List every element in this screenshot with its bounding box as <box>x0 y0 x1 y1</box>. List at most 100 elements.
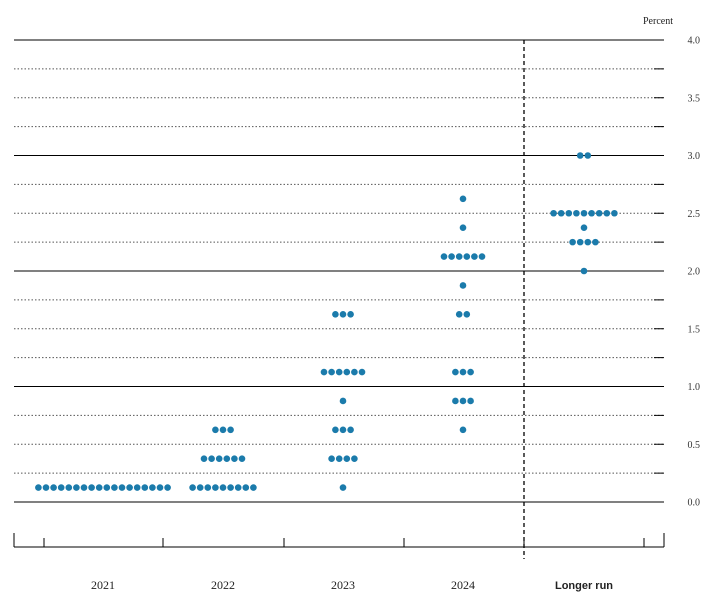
gridlines <box>14 39 664 503</box>
participant-dot <box>584 238 592 246</box>
participant-dot <box>459 224 467 231</box>
participant-dot <box>212 484 219 491</box>
participant-dot <box>448 253 455 260</box>
participant-dot <box>573 209 580 217</box>
participant-dot <box>459 368 467 376</box>
y-tick-label: 3.5 <box>688 93 701 104</box>
participant-dot <box>95 484 103 491</box>
participant-dot <box>455 253 463 260</box>
y-tick-label: 1.5 <box>688 324 701 335</box>
y-tick-label: 4.0 <box>688 36 701 47</box>
participant-dot <box>467 368 474 376</box>
participant-dot <box>328 368 335 376</box>
y-axis-unit-label: Percent <box>643 16 673 27</box>
participant-dot <box>111 484 118 491</box>
participant-dot <box>332 311 339 318</box>
participant-dot <box>459 282 467 289</box>
participant-dot <box>200 455 208 462</box>
participant-dot <box>215 455 223 462</box>
participant-dot <box>592 238 599 246</box>
participant-dot <box>234 484 242 491</box>
participant-dot <box>238 455 246 462</box>
participant-dot <box>463 253 471 260</box>
category-label: 2023 <box>331 578 355 592</box>
participant-dot <box>580 209 588 217</box>
participant-dot <box>588 209 595 217</box>
participant-dot <box>467 397 474 405</box>
participant-dot <box>459 397 467 405</box>
participant-dot <box>463 311 471 318</box>
participant-dot <box>35 484 42 491</box>
participant-dot <box>595 209 603 217</box>
participant-dot <box>73 484 80 491</box>
participant-dot <box>347 311 354 318</box>
y-axis-tick-labels: 4.0 3.5 3.0 2.5 2.0 1.5 1.0 0.5 0.0 <box>688 36 701 509</box>
participant-dot <box>208 455 215 462</box>
participant-dot <box>440 253 448 260</box>
x-axis-category-labels: 2021 2022 2023 2024 Longer run <box>91 578 613 592</box>
y-tick-label: 0.0 <box>688 498 701 509</box>
participant-dot <box>351 368 358 376</box>
dots <box>35 152 618 491</box>
participant-dot <box>227 484 234 491</box>
participant-dot <box>584 152 592 159</box>
participant-dot <box>611 209 618 217</box>
participant-dot <box>133 484 141 491</box>
y-tick-label: 1.0 <box>688 382 701 393</box>
participant-dot <box>149 484 156 491</box>
participant-dot <box>219 484 227 491</box>
participant-dot <box>118 484 126 491</box>
participant-dot <box>343 368 351 376</box>
participant-dot <box>196 484 204 491</box>
participant-dot <box>358 368 366 376</box>
participant-dot <box>57 484 65 491</box>
participant-dot <box>459 426 467 434</box>
participant-dot <box>455 311 463 318</box>
participant-dot <box>219 426 227 434</box>
participant-dot <box>351 455 358 462</box>
participant-dot <box>452 397 459 405</box>
participant-dot <box>328 455 335 462</box>
participant-dot <box>320 368 328 376</box>
y-tick-label: 0.5 <box>688 440 701 451</box>
participant-dot <box>339 484 347 491</box>
participant-dot <box>42 484 50 491</box>
participant-dot <box>471 253 478 260</box>
participant-dot <box>156 484 164 491</box>
participant-dot <box>550 209 557 217</box>
category-label: 2024 <box>451 578 475 592</box>
participant-dot <box>478 253 486 260</box>
participant-dot <box>565 209 573 217</box>
participant-dot <box>580 267 588 275</box>
participant-dot <box>126 484 133 491</box>
participant-dot <box>231 455 238 462</box>
category-label: 2021 <box>91 578 115 592</box>
participant-dot <box>339 311 347 318</box>
participant-dot <box>50 484 57 491</box>
participant-dot <box>576 152 584 159</box>
participant-dot <box>459 195 467 203</box>
y-tick-label: 3.0 <box>688 151 701 162</box>
participant-dot <box>223 455 231 462</box>
participant-dot <box>204 484 212 491</box>
x-axis <box>13 533 665 548</box>
category-label: Longer run <box>555 580 613 592</box>
participant-dot <box>88 484 95 491</box>
participant-dot <box>141 484 149 491</box>
participant-dot <box>332 426 339 434</box>
participant-dot <box>347 426 354 434</box>
participant-dot <box>569 238 576 246</box>
participant-dot <box>576 238 584 246</box>
participant-dot <box>339 397 347 405</box>
participant-dot <box>164 484 171 491</box>
participant-dot <box>65 484 73 491</box>
participant-dot <box>335 368 343 376</box>
participant-dot <box>580 224 588 231</box>
participant-dot <box>189 484 196 491</box>
y-tick-label: 2.0 <box>688 267 701 278</box>
participant-dot <box>452 368 459 376</box>
participant-dot <box>339 426 347 434</box>
participant-dot <box>227 426 234 434</box>
participant-dot <box>103 484 111 491</box>
